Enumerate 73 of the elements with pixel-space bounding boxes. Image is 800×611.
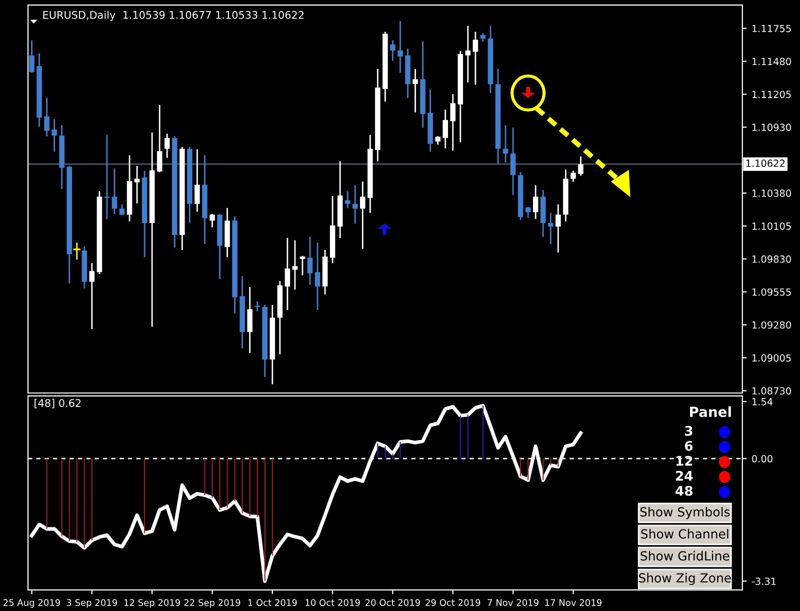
annotation: 24 [676, 470, 693, 481]
annotation: Show Zig Zone [638, 572, 731, 586]
x-tick-label: 17 Nov 2019 [545, 599, 602, 606]
candlestick [548, 212, 554, 244]
annotation: 6 [684, 440, 693, 451]
y-tick-label: 1.09830 [752, 255, 791, 263]
y-tick-label: 1.11205 [752, 90, 791, 98]
candlestick [307, 236, 313, 285]
y-tick-label: -3.31 [752, 578, 776, 585]
candlestick [532, 185, 538, 219]
candlestick [44, 98, 50, 136]
candlestick [73, 242, 80, 260]
y-tick-label: 1.10930 [752, 124, 791, 132]
annotation: Panel [690, 406, 731, 418]
candlestick [89, 263, 95, 330]
candlestick [210, 214, 215, 228]
x-tick-label: 7 Nov 2019 [488, 599, 538, 606]
candlestick [52, 119, 57, 152]
x-tick-label: 1 Oct 2019 [248, 599, 297, 606]
candlestick [284, 238, 290, 310]
candlestick [104, 134, 110, 219]
candlestick [412, 69, 418, 112]
y-tick-label: 1.08730 [752, 387, 791, 395]
y-tick-label: 1.54 [752, 398, 773, 406]
x-tick-label: 20 Oct 2019 [365, 599, 420, 606]
ref-line-label: 1.10622 [746, 160, 784, 167]
candlestick [352, 185, 358, 224]
x-tick-label: 25 Aug 2019 [4, 599, 60, 608]
annotation: 3 [685, 426, 692, 436]
candlestick [29, 40, 34, 73]
candlestick [570, 170, 576, 182]
y-tick-label: 1.11755 [752, 24, 791, 32]
y-tick-label: 1.09555 [752, 288, 791, 296]
candlestick [450, 94, 456, 151]
candlestick [314, 242, 320, 310]
candlestick [112, 168, 118, 214]
candlestick [300, 256, 306, 276]
candlestick [164, 134, 170, 158]
candlestick [390, 40, 396, 61]
chart-title: [48] 0.62 [34, 398, 81, 408]
candlestick [472, 32, 478, 85]
annotation: Show Channel [641, 528, 728, 539]
text: EURUSD,Daily 1.10539 1.10677 1.10533 1.10622 [43, 10, 304, 21]
candlestick [360, 182, 366, 249]
annotation: Show GridLine [640, 550, 730, 561]
y-tick-label: 1.10105 [752, 222, 791, 230]
candlestick [398, 21, 403, 73]
candlestick [442, 110, 448, 148]
x-tick-label: 12 Sep 2019 [124, 599, 180, 608]
y-tick-label: 1.09005 [752, 354, 791, 362]
y-tick-label: 1.11480 [752, 58, 791, 66]
candlestick [119, 204, 125, 216]
candlestick [556, 204, 561, 252]
candlestick [292, 240, 298, 290]
x-tick-label: 29 Oct 2019 [426, 599, 480, 606]
annotation: 48 [676, 486, 693, 496]
x-tick-label: 22 Sep 2019 [184, 599, 240, 608]
candlestick [344, 191, 350, 208]
candlestick [510, 128, 516, 195]
candlestick [247, 287, 252, 354]
candlestick [578, 156, 584, 176]
annotation: Show Symbols [640, 506, 730, 520]
y-tick-label: 0.00 [752, 455, 772, 462]
y-tick-label: 1.10380 [752, 190, 791, 197]
y-tick-label: 1.09280 [752, 321, 791, 329]
annotation: 12 [676, 456, 692, 466]
candlestick [156, 104, 162, 172]
candlestick [254, 301, 260, 312]
candlestick [465, 26, 471, 82]
candlestick [194, 149, 200, 212]
x-tick-label: 10 Oct 2019 [306, 599, 360, 606]
candlestick [134, 166, 140, 204]
x-tick-label: 3 Sep 2019 [66, 599, 118, 608]
